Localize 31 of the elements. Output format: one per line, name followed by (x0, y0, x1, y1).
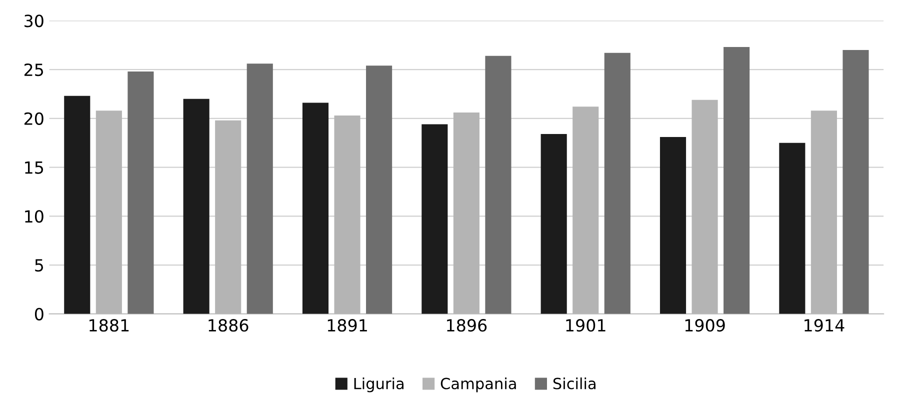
x-tick-label: 1901 (566, 319, 606, 332)
x-tick-label: 1891 (328, 319, 367, 332)
y-tick-label: 0 (34, 308, 44, 320)
x-tick-label: 1914 (804, 319, 844, 332)
x-tick-label: 1881 (90, 319, 129, 332)
bar (422, 124, 448, 314)
y-tick-label: 20 (24, 112, 44, 125)
y-tick-label: 30 (24, 14, 44, 28)
y-tick-label: 25 (24, 63, 44, 76)
bar (724, 47, 750, 314)
bar (366, 66, 392, 314)
legend-label: Campania (440, 377, 516, 392)
x-tick-label: 1886 (208, 319, 248, 332)
y-tick-label: 5 (35, 259, 44, 272)
bar (246, 64, 273, 314)
bar (128, 71, 154, 314)
bar (183, 98, 210, 314)
bar (660, 136, 686, 314)
x-tick-label: 1896 (447, 319, 487, 332)
legend-label: Liguria (354, 377, 404, 392)
bar (842, 50, 869, 314)
bar (540, 134, 567, 314)
bar (64, 96, 90, 314)
bar (485, 56, 512, 314)
y-tick-label: 10 (25, 210, 44, 223)
legend-label: Sicilia (553, 377, 596, 390)
x-tick-label: 1909 (685, 319, 725, 332)
bar (302, 102, 329, 314)
bar (779, 142, 806, 314)
y-tick-label: 15 (25, 161, 44, 174)
bar (604, 52, 630, 314)
